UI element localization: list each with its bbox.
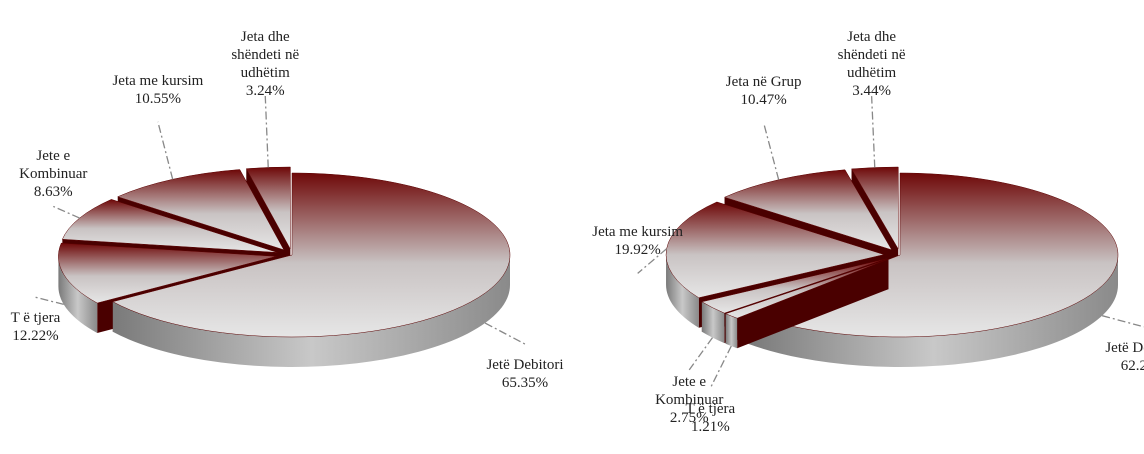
leader-line: [35, 296, 64, 306]
value-label: 10.47%: [740, 91, 787, 108]
slice-label: Jeta me kursim 10.55%: [108, 72, 208, 108]
value-label: 62.21%: [1120, 357, 1144, 374]
slice: [723, 169, 893, 251]
leader-line: [763, 122, 780, 180]
slice-side: [725, 313, 738, 349]
category-label: T ë tjera: [10, 310, 61, 327]
slice-label: Jetë Debitori 65.35%: [475, 356, 575, 392]
category-label: Jete e Kombinuar: [19, 148, 88, 183]
slice-label: Jeta dhe shëndeti në udhëtim 3.44%: [822, 28, 922, 100]
category-label: T ë tjera: [685, 401, 736, 418]
leader-line: [484, 322, 526, 345]
category-label: Jete e Kombinuar: [655, 373, 724, 408]
slice: [112, 172, 511, 338]
leader-line: [53, 205, 80, 219]
leader-line: [709, 345, 732, 389]
slice-side: [112, 255, 510, 367]
slice-label: Jetë Debitori62.21%: [1094, 339, 1144, 375]
slice-label: Jeta në Grup 10.47%: [714, 73, 814, 109]
slice-label: Jeta dhe shëndeti në udhëtim 3.24%: [215, 28, 315, 100]
slice-label: T ë tjera 1.21%: [660, 400, 760, 436]
category-label: Jetë Debitori: [1105, 339, 1144, 356]
value-label: 2.75%: [669, 409, 709, 426]
category-label: Jeta në Grup: [725, 73, 802, 90]
slice: [665, 201, 885, 299]
leader-line: [157, 121, 174, 180]
slice-label: Jete e Kombinuar 8.63%: [3, 147, 103, 201]
value-label: 12.22%: [12, 328, 59, 345]
category-label: Jeta me kursim: [112, 72, 204, 89]
slice: [701, 258, 888, 314]
slice-label: Jeta me kursim 19.92%: [588, 223, 688, 259]
category-label: Jeta dhe shëndeti në udhëtim: [837, 29, 906, 82]
slice-side: [748, 255, 1118, 367]
slice-label: T ë tjera 12.22%: [0, 309, 85, 345]
value-label: 65.35%: [501, 375, 549, 392]
value-label: 10.55%: [134, 90, 182, 107]
slice-side: [58, 256, 98, 334]
slice: [58, 242, 277, 304]
category-label: Jetë Debitori: [486, 357, 564, 374]
leader-line: [637, 248, 668, 274]
slice-side: [701, 301, 725, 344]
leader-line: [1101, 315, 1144, 328]
leader-line: [688, 337, 714, 371]
leader-line: [870, 96, 876, 168]
slice-cut: [725, 259, 889, 344]
category-label: Jeta dhe shëndeti në udhëtim: [231, 28, 300, 81]
value-label: 3.44%: [852, 83, 891, 100]
slice: [851, 166, 899, 250]
value-label: 3.24%: [245, 82, 285, 99]
slice-label: Jete e Kombinuar 2.75%: [639, 373, 739, 427]
value-label: 8.63%: [33, 184, 73, 201]
leader-line: [264, 95, 269, 168]
slice: [724, 258, 889, 319]
value-label: 19.92%: [614, 242, 661, 259]
slice-side: [666, 254, 699, 328]
value-label: 1.21%: [691, 419, 730, 436]
category-label: Jeta me kursim: [592, 224, 684, 241]
slice: [61, 199, 278, 253]
